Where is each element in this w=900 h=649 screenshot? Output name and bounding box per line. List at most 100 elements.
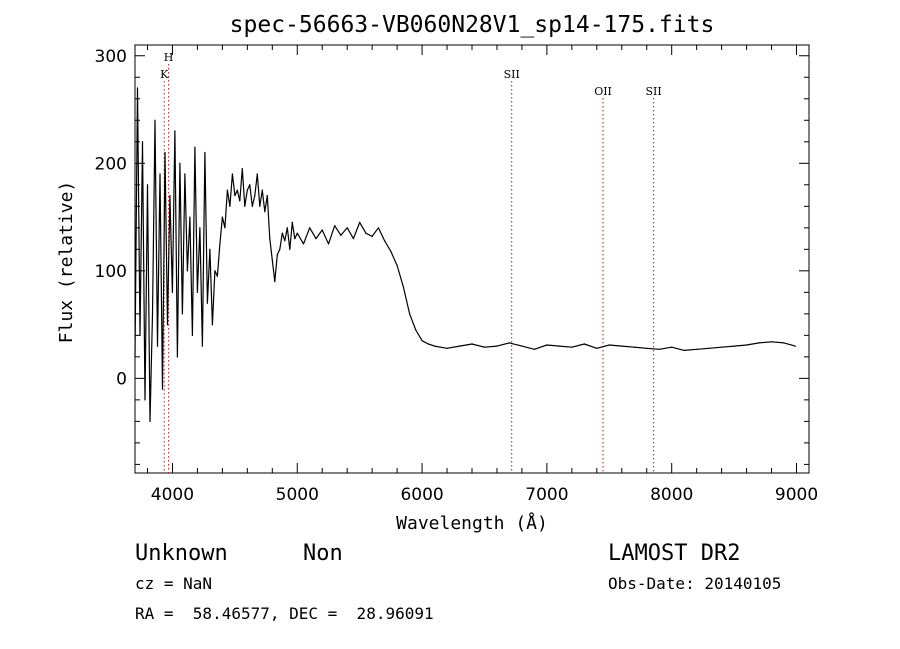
spectrum-point — [302, 243, 305, 245]
spectrum-point — [166, 324, 169, 326]
spectrum-point — [241, 168, 243, 170]
spectrum-point — [446, 347, 448, 349]
spectrum-point — [521, 345, 523, 347]
y-axis-label: Flux (relative) — [56, 181, 77, 344]
plot-border — [134, 44, 810, 474]
spectrum-point — [296, 232, 298, 234]
spectrum-point — [231, 173, 233, 175]
line-marker-label: K — [160, 68, 169, 81]
spectrum-point — [371, 235, 373, 237]
spectrum-point — [359, 221, 361, 223]
emission-line-markers: KH SII OII SII — [160, 51, 662, 473]
spectrum-point — [546, 344, 548, 346]
spectrum-point — [415, 329, 417, 331]
spectrum-point — [794, 345, 796, 347]
spectrum-point — [216, 275, 218, 277]
x-axis-label: Wavelength (Å) — [396, 512, 548, 534]
spectrum-point — [286, 227, 288, 229]
redshift-readout: cz = NaN — [135, 574, 212, 593]
spectrum-point — [271, 259, 273, 261]
observation-date: Obs-Date: 20140105 — [608, 574, 781, 593]
spectrum-point — [269, 238, 271, 240]
spectrum-point — [390, 250, 392, 253]
spectrum-point — [746, 344, 748, 346]
spectrum-point — [646, 347, 648, 349]
spectrum-point — [633, 346, 635, 348]
spectrum-point — [483, 346, 486, 348]
line-marker-label: SII — [645, 85, 661, 98]
spectrum-point — [334, 225, 336, 227]
spectrum-point — [146, 184, 149, 186]
spectrum-point — [224, 227, 226, 229]
spectrum-point — [291, 221, 293, 223]
spectrum-point — [315, 238, 317, 240]
spectrum-point — [211, 324, 213, 326]
object-subclass: Non — [303, 541, 343, 566]
spectrum-point — [176, 356, 178, 358]
axis-ticks: 4000 5000 6000 7000 8000 9000 0 100 200 300 — [95, 45, 818, 505]
spectrum-point — [327, 243, 330, 245]
spectrum-point — [206, 302, 208, 304]
spectrum-point — [214, 270, 216, 272]
spectrum-point — [169, 195, 171, 197]
spectrum-point — [226, 189, 228, 191]
spectrum-point — [201, 345, 203, 347]
spectrum-point — [294, 238, 296, 240]
spectrum-point — [384, 240, 386, 242]
spectrum-point — [189, 216, 191, 218]
spectrum-point — [259, 205, 261, 207]
spectrum-point — [289, 248, 291, 250]
spectrum-point — [199, 227, 201, 229]
spectrum-point — [246, 189, 248, 191]
spectrum-point — [154, 119, 156, 121]
spectrum-point — [229, 205, 231, 207]
object-class: Unknown — [135, 541, 228, 566]
spectrum-point — [184, 173, 186, 175]
spectrum-point — [658, 348, 660, 350]
spectrum-series — [134, 87, 796, 422]
spectrum-point — [136, 87, 139, 89]
spectrum-point — [181, 313, 183, 315]
spectrum-point — [733, 345, 735, 347]
y-tick-label: 200 — [95, 154, 127, 174]
spectrum-point — [533, 348, 536, 350]
spectrum-point — [174, 130, 176, 132]
spectrum-point — [261, 189, 263, 191]
spectrum-point — [284, 240, 286, 242]
spectrum-point — [583, 343, 585, 345]
spectrum-point — [621, 345, 623, 347]
x-tick-label: 5000 — [276, 485, 319, 505]
spectrum-point — [141, 141, 144, 143]
spectrum-point — [771, 341, 773, 343]
spectrum-point — [219, 243, 221, 245]
plot-frame — [134, 44, 810, 474]
spectrum-point — [186, 270, 188, 272]
spectrum-point — [239, 200, 241, 202]
spectrum-point — [276, 254, 278, 256]
spectrum-point — [256, 173, 258, 175]
spectrum-point — [274, 281, 276, 283]
spectrum-point — [191, 334, 193, 336]
spectrum-point — [249, 184, 251, 186]
spectrum-point — [144, 399, 146, 401]
spectrum-point — [321, 229, 323, 231]
spectrum-point — [236, 189, 238, 191]
spectrum-point — [434, 345, 436, 347]
spectrum-point — [194, 146, 196, 148]
chart-title: spec-56663-VB060N28V1_sp14-175.fits — [230, 12, 715, 38]
spectrum-point — [352, 238, 354, 240]
spectrum-point — [721, 346, 723, 348]
spectrum-point — [281, 232, 283, 234]
y-tick-label: 0 — [116, 369, 127, 389]
spectrum-point — [251, 205, 253, 207]
spectrum-point — [204, 151, 206, 154]
spectrum-point — [254, 195, 256, 197]
spectrum-point — [377, 227, 379, 229]
spectrum-point — [571, 346, 573, 348]
line-marker-label: SII — [504, 68, 520, 81]
spectrum-point — [309, 227, 311, 229]
spectrum-point — [696, 348, 698, 350]
y-tick-label: 300 — [95, 47, 127, 67]
spectrum-point — [758, 342, 760, 344]
